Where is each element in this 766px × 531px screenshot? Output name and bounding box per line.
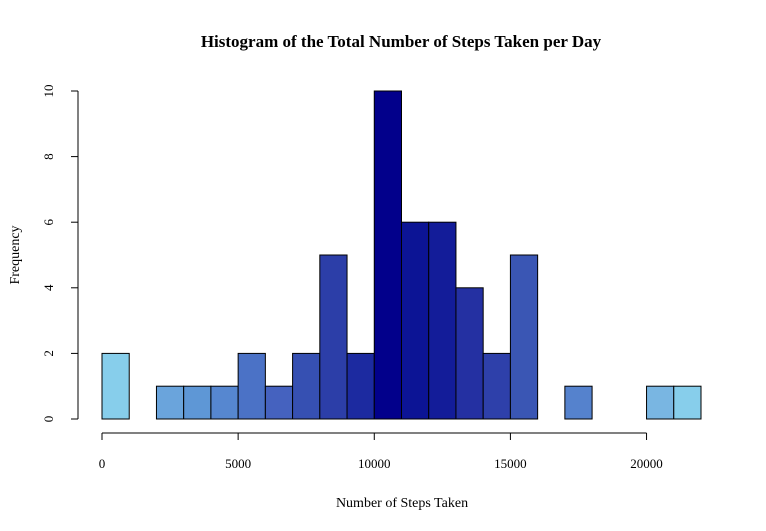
- y-axis-label: Frequency: [8, 225, 23, 284]
- y-axis: 0 2 4 6 8 10: [41, 85, 79, 423]
- x-tick-label: 5000: [225, 456, 251, 471]
- histogram-bar: [264, 385, 294, 420]
- histogram-bar: [237, 352, 266, 420]
- y-tick-label: 0: [41, 416, 56, 423]
- histogram-bar: [346, 352, 375, 420]
- y-tick-label: 10: [41, 85, 56, 98]
- histogram-bar: [155, 385, 185, 420]
- histogram-bar: [210, 385, 239, 420]
- y-tick-label: 8: [41, 153, 56, 160]
- x-tick-label: 15000: [494, 456, 527, 471]
- x-tick-label: 10000: [358, 456, 391, 471]
- histogram-bar: [564, 385, 593, 420]
- histogram-bar: [373, 90, 403, 420]
- y-tick-label: 4: [41, 284, 56, 291]
- histogram-bar: [673, 385, 702, 420]
- histogram-bar: [319, 254, 348, 420]
- histogram-bar: [482, 352, 511, 420]
- histogram-bar: [101, 352, 130, 420]
- chart-title: Histogram of the Total Number of Steps T…: [201, 32, 602, 51]
- y-tick-label: 2: [41, 350, 56, 357]
- histogram-bar: [509, 254, 539, 420]
- x-axis: 0 5000 10000 15000 20000: [99, 432, 663, 471]
- histogram-bar: [646, 385, 675, 420]
- y-tick-label: 6: [41, 218, 56, 225]
- x-tick-label: 0: [99, 456, 106, 471]
- histogram-bar: [455, 287, 484, 420]
- bars-group: [101, 90, 702, 420]
- histogram-bar: [401, 221, 430, 420]
- x-axis-label: Number of Steps Taken: [336, 496, 468, 511]
- histogram-bar: [292, 352, 321, 420]
- histogram-bar: [183, 385, 212, 420]
- histogram-bar: [428, 221, 457, 420]
- x-tick-label: 20000: [630, 456, 663, 471]
